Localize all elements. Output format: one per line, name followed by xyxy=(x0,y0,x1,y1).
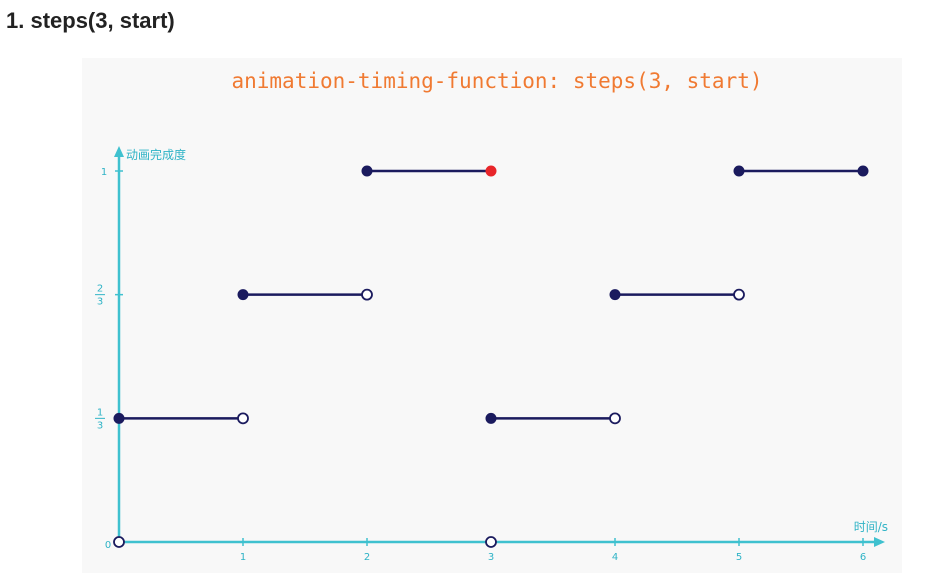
y-tick-label: 1 xyxy=(101,167,107,178)
step-start-point xyxy=(609,289,621,301)
x-axis-arrow xyxy=(874,537,885,547)
axes xyxy=(114,146,885,547)
steps-chart: animation-timing-function: steps(3, star… xyxy=(95,69,888,563)
step-start-point xyxy=(485,412,497,424)
x-axis-title: 时间/s xyxy=(854,520,888,534)
origin-point xyxy=(485,536,497,548)
y-tick-label: 3 xyxy=(97,297,103,308)
y-tick-label: 1 xyxy=(97,407,103,418)
x-tick-label: 2 xyxy=(364,552,370,563)
step-start-point xyxy=(361,165,373,177)
marks xyxy=(113,165,869,548)
y-axis-title: 动画完成度 xyxy=(126,147,186,162)
step-start-point xyxy=(113,412,125,424)
chart-title: animation-timing-function: steps(3, star… xyxy=(231,69,762,93)
y-tick-label: 0 xyxy=(105,540,111,551)
step-end-point xyxy=(733,288,745,301)
step-end-point xyxy=(361,288,373,301)
x-tick-label: 3 xyxy=(488,552,494,563)
y-axis-arrow xyxy=(114,146,124,157)
origin-point xyxy=(113,536,125,548)
chart-figure: animation-timing-function: steps(3, star… xyxy=(82,58,902,573)
step-start-point xyxy=(237,289,249,301)
y-tick-label: 3 xyxy=(97,420,103,431)
y-tick-label: 2 xyxy=(97,284,103,295)
x-tick-label: 6 xyxy=(860,552,866,563)
step-end-point xyxy=(485,165,497,177)
page-heading: 1. steps(3, start) xyxy=(6,8,175,33)
step-end-point xyxy=(609,412,621,425)
step-start-point xyxy=(733,165,745,177)
step-end-point xyxy=(237,412,249,425)
x-tick-label: 5 xyxy=(736,552,742,563)
x-tick-label: 4 xyxy=(612,552,618,563)
ticks: 1 2 3 4 5 6 0 1 3 2 3 1 xyxy=(95,167,866,563)
x-tick-label: 1 xyxy=(240,552,246,563)
step-end-point xyxy=(857,165,869,177)
